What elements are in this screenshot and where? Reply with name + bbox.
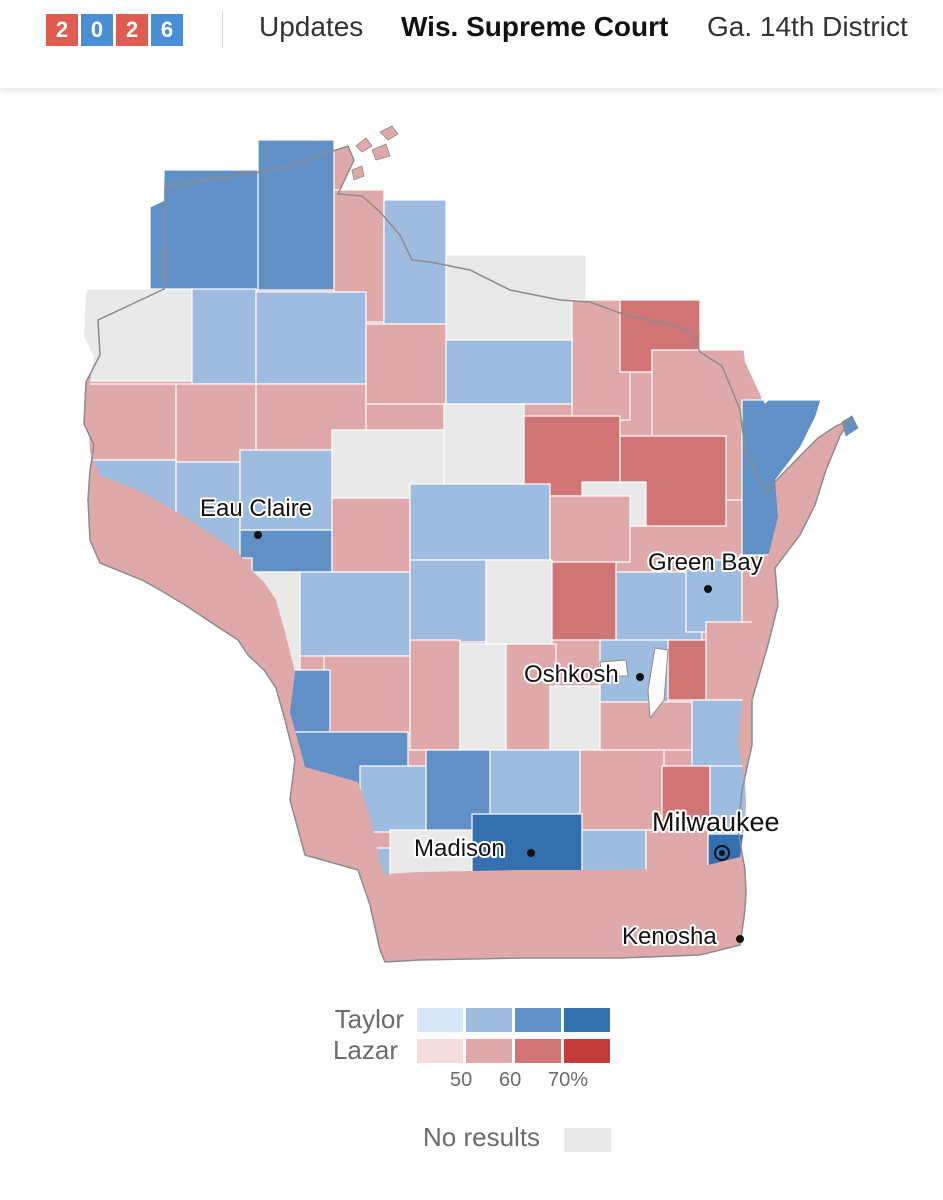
logo-digit: 2 [116, 14, 148, 46]
county-jackson [323, 655, 411, 735]
legend-label-lazar: Lazar [332, 1035, 398, 1065]
legend-swatch-lazar-1 [417, 1039, 463, 1063]
county-barron [175, 383, 257, 463]
city-dot-madison [527, 849, 535, 857]
legend-tick-50: 50 [450, 1069, 473, 1091]
legend-swatch-taylor-3 [515, 1008, 561, 1032]
legend-swatch-lazar-2 [466, 1039, 512, 1063]
county-price [365, 323, 447, 405]
logo-digit: 2 [46, 14, 78, 46]
legend-swatch-taylor-2 [466, 1008, 512, 1032]
lake-winnebago [647, 647, 669, 720]
county-chippewa [239, 449, 333, 531]
county-washburn [191, 288, 257, 385]
legend-swatch-lazar-4 [564, 1039, 610, 1063]
county-waushara [505, 643, 557, 751]
city-dot-kenosha [736, 935, 744, 943]
county-oneida [445, 339, 573, 405]
washington-island [841, 415, 859, 437]
lake-poygan [599, 659, 629, 677]
county-trempealeau [299, 571, 411, 657]
county-dane [471, 813, 583, 874]
city-dot-milwaukee [719, 850, 725, 856]
county-green-lake [549, 685, 601, 753]
county-wood [409, 559, 487, 643]
county-portage [485, 559, 553, 645]
apostle-islands [351, 125, 399, 181]
city-eau-claire: Eau Claire [198, 493, 314, 539]
county-jefferson [581, 829, 647, 874]
county-bayfield [257, 139, 335, 291]
nav-divider [222, 12, 223, 48]
county-adams [459, 643, 507, 751]
city-label-eau-claire: Eau Claire [200, 495, 312, 522]
city-dot-green-bay [704, 585, 712, 593]
county-dodge [579, 749, 665, 831]
legend-label-taylor: Taylor [334, 1004, 404, 1034]
city-green-bay: Green Bay [646, 547, 765, 593]
county-waupaca [551, 561, 617, 641]
nav-item-updates[interactable]: Updates [259, 11, 364, 42]
county-juneau [409, 639, 461, 751]
legend-tick-70: 70% [548, 1069, 589, 1091]
city-ring-milwaukee [714, 845, 730, 861]
county-polk [84, 383, 177, 461]
city-label-oshkosh: Oshkosh [524, 661, 619, 688]
city-label-madison: Madison [414, 835, 505, 862]
county-shawano [549, 495, 631, 563]
city-dot-eau-claire [254, 531, 262, 539]
county-brown [685, 559, 743, 633]
county-burnett [84, 288, 193, 382]
legend-swatch-lazar-3 [515, 1039, 561, 1063]
wisconsin-county-map: Eau Claire Green Bay Oshkosh Milwaukee M… [83, 125, 859, 963]
city-label-green-bay: Green Bay [648, 549, 763, 576]
county-iron [383, 199, 447, 325]
county-lincoln [443, 403, 525, 485]
nav-item-wis-supreme-court[interactable]: Wis. Supreme Court [401, 11, 669, 42]
nav-item-ga-14th-district[interactable]: Ga. 14th District [707, 11, 908, 42]
city-label-kenosha: Kenosha [622, 923, 717, 950]
legend-swatch-no-results [564, 1128, 611, 1152]
legend-swatch-taylor-1 [417, 1008, 463, 1032]
county-calumet [667, 639, 707, 701]
logo-digit: 0 [81, 14, 113, 46]
city-dot-oshkosh [636, 673, 644, 681]
legend-swatch-taylor-4 [564, 1008, 610, 1032]
county-iowa [389, 829, 473, 874]
city-madison: Madison [412, 833, 535, 864]
county-sawyer [255, 291, 367, 385]
county-fond-du-lac [599, 701, 693, 751]
county-douglas [149, 169, 259, 291]
legend-label-no-results: No results [423, 1122, 541, 1152]
city-kenosha: Kenosha [620, 921, 744, 952]
legend-tick-60: 60 [499, 1069, 522, 1091]
county-marathon [409, 483, 551, 561]
county-columbia [489, 749, 581, 817]
logo-digit: 6 [151, 14, 183, 46]
county-eau-claire [239, 529, 333, 573]
city-oshkosh: Oshkosh [522, 659, 644, 690]
county-vilas [445, 254, 587, 341]
city-label-milwaukee: Milwaukee [652, 807, 780, 837]
city-milwaukee: Milwaukee [650, 805, 782, 861]
